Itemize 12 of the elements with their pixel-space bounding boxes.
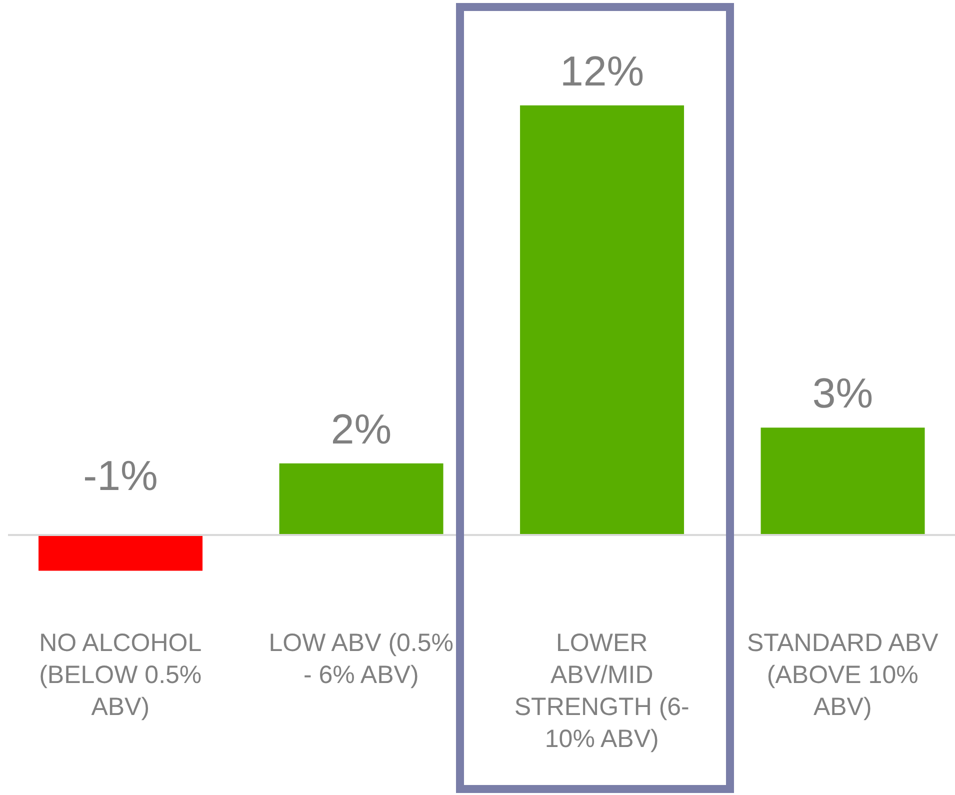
data-label: 12% [560, 47, 644, 94]
x-tick-label: LOWER ABV/MID STRENGTH (6-10% ABV) [514, 629, 690, 753]
bar [279, 463, 444, 535]
bar [520, 105, 684, 535]
data-label: 2% [330, 405, 392, 452]
bar [760, 428, 925, 535]
x-tick-label: STANDARD ABV (ABOVE 10% ABV) [747, 629, 939, 721]
data-label: 3% [812, 370, 874, 417]
x-tick-label: LOW ABV (0.5% - 6% ABV) [268, 629, 454, 689]
bar [38, 534, 203, 571]
x-tick-label: NO ALCOHOL (BELOW 0.5% ABV) [39, 629, 202, 721]
data-label: -1% [83, 452, 158, 499]
